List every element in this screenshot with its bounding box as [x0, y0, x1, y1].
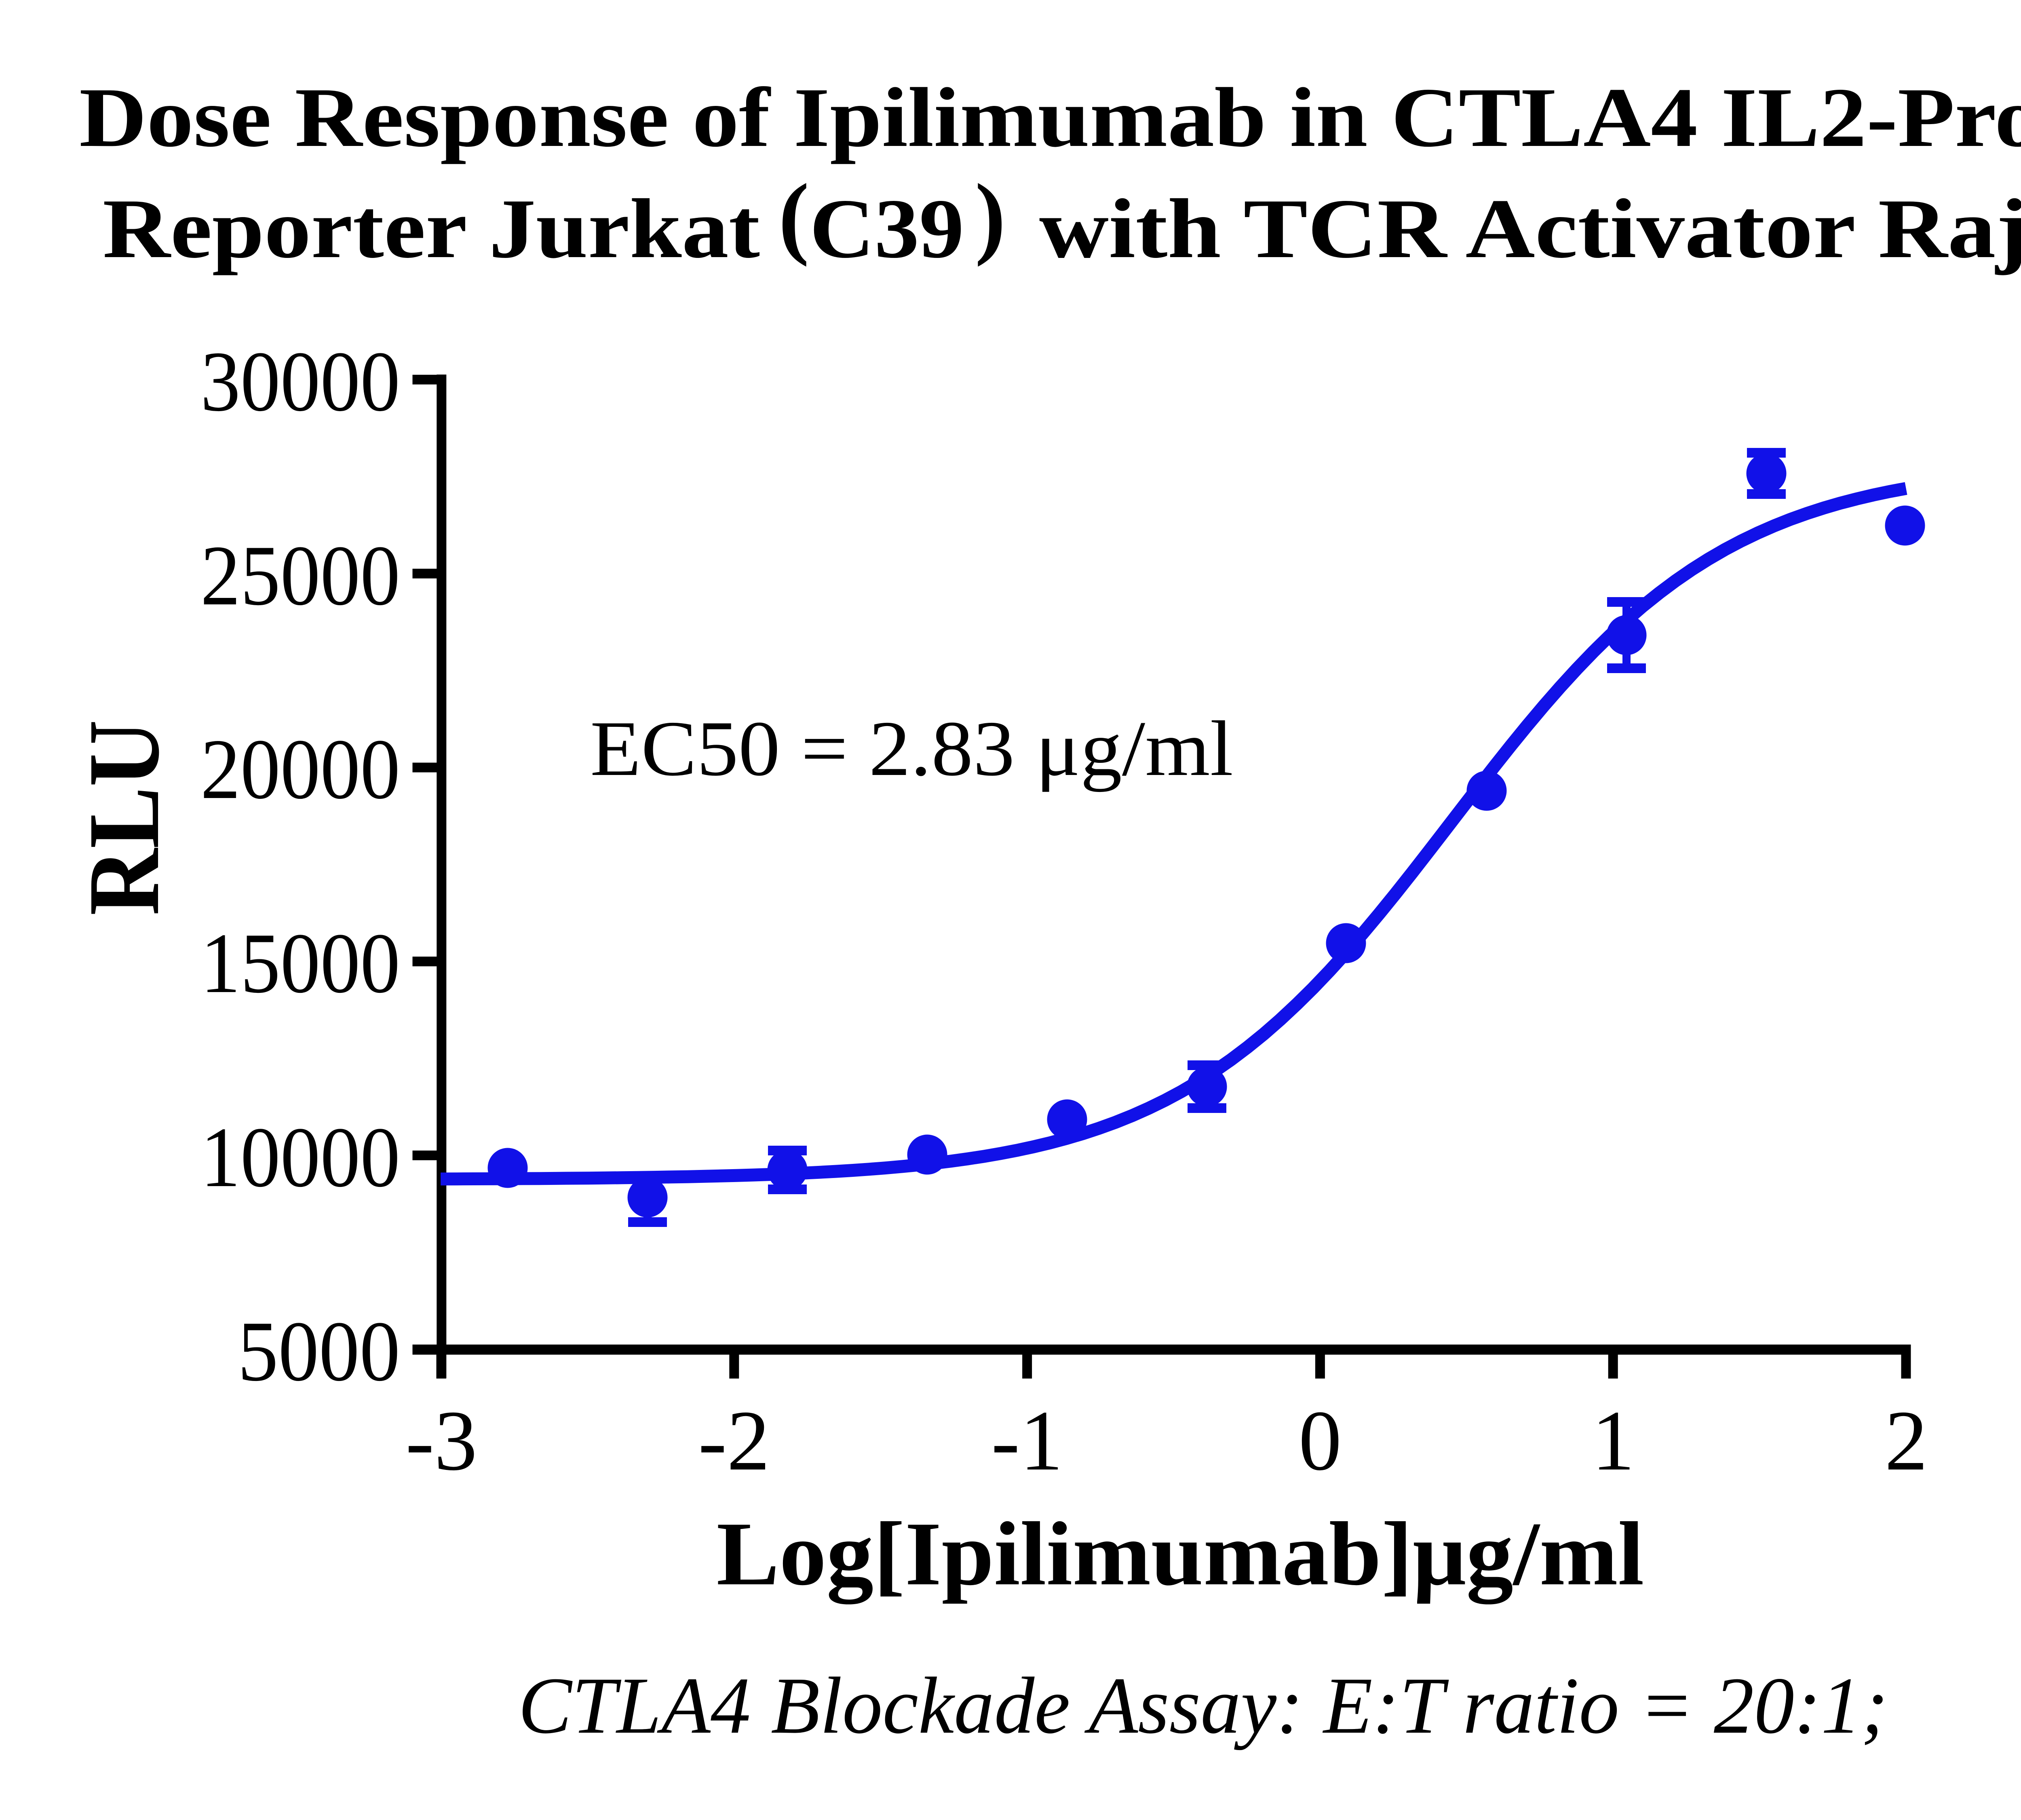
svg-text:C39: C39 [810, 182, 964, 276]
svg-text:-2: -2 [698, 1393, 770, 1489]
svg-text:0: 0 [1299, 1393, 1342, 1489]
svg-text:-1: -1 [991, 1393, 1063, 1489]
svg-text:30000: 30000 [200, 334, 400, 429]
svg-text:15000: 15000 [200, 916, 400, 1011]
svg-text:2: 2 [1885, 1393, 1928, 1489]
svg-text:(: ( [778, 165, 809, 267]
svg-text:Log[Ipilimumab]μg/ml: Log[Ipilimumab]μg/ml [717, 1503, 1644, 1605]
svg-text:-3: -3 [405, 1393, 477, 1489]
svg-text:CTLA4 Blockade Assay: E:T rati: CTLA4 Blockade Assay: E:T ratio = 20:1; [518, 1661, 1888, 1750]
svg-text:Reporter Jurkat: Reporter Jurkat [103, 182, 760, 276]
svg-text:10000: 10000 [200, 1110, 400, 1205]
svg-text:EC50 = 2.83 μg/ml: EC50 = 2.83 μg/ml [590, 705, 1233, 792]
svg-text:5000: 5000 [238, 1304, 400, 1399]
svg-text:RLU: RLU [67, 720, 180, 916]
svg-text:): ) [975, 165, 1006, 267]
svg-text:1: 1 [1592, 1393, 1635, 1489]
svg-text:20000: 20000 [200, 722, 400, 817]
svg-text:Dose Response of Ipilimumab in: Dose Response of Ipilimumab in CTLA4 IL2… [79, 71, 2021, 165]
svg-text:with TCR Activator Raji: with TCR Activator Raji [1039, 182, 2021, 276]
svg-text:25000: 25000 [200, 528, 400, 623]
